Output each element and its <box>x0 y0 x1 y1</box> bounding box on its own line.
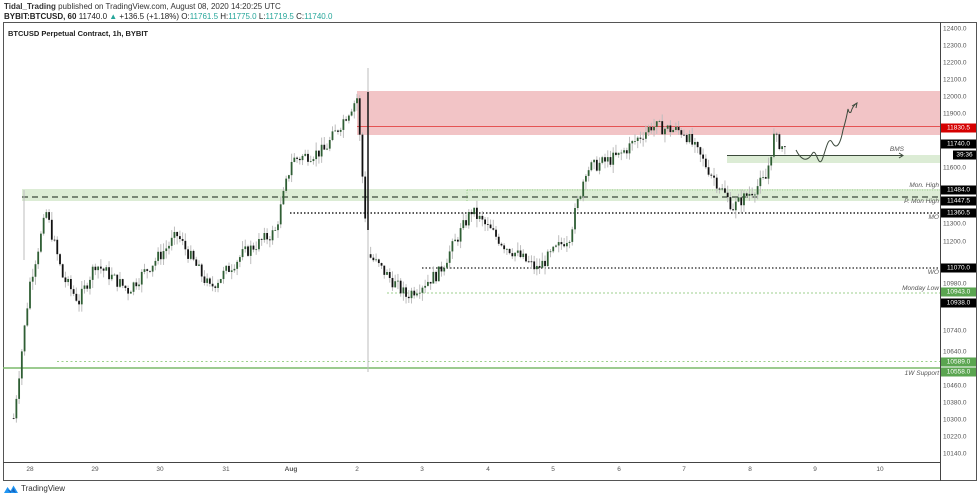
symbol-info: BYBIT:BTCUSD, 60 11740.0 ▲ +136.5 (+1.18… <box>4 12 332 21</box>
countdown-tag: 39:36 <box>953 150 976 160</box>
x-tick: 31 <box>222 466 230 473</box>
weekly-open-tag: 11070.0 <box>941 263 976 273</box>
y-tick: 10140.0 <box>943 450 967 458</box>
close-label: C: <box>296 12 305 21</box>
time-axis-border <box>3 462 940 463</box>
x-tick: 9 <box>813 466 817 473</box>
x-tick: 7 <box>682 466 686 473</box>
y-tick: 11300.0 <box>943 220 967 228</box>
y-tick: 12400.0 <box>943 25 967 33</box>
chart-frame[interactable] <box>3 22 977 481</box>
x-tick: 2 <box>355 466 359 473</box>
high-value: 11775.0 <box>228 12 257 21</box>
low-label: L: <box>258 12 266 21</box>
y-tick: 11200.0 <box>943 238 967 246</box>
support-10589-tag: 10589.0 <box>941 357 976 367</box>
x-tick: 28 <box>26 466 34 473</box>
x-tick: Aug <box>284 466 298 473</box>
weekly-support-tag: 10558.0 <box>941 367 976 377</box>
y-tick: 11900.0 <box>943 110 967 118</box>
author-name[interactable]: Tidal_Trading <box>4 2 56 11</box>
x-tick: 8 <box>748 466 752 473</box>
mon-high-label: Mon. High <box>909 182 939 189</box>
tradingview-logo-icon <box>4 485 18 493</box>
y-tick: 12300.0 <box>943 42 967 50</box>
projection-path <box>795 102 858 163</box>
chart-title: BTCUSD Perpetual Contract, 1h, BYBIT <box>8 29 149 38</box>
open-value: 11761.5 <box>189 12 219 21</box>
publish-text: published on TradingView.com, August 08,… <box>58 2 281 11</box>
x-tick: 10 <box>876 466 884 473</box>
x-tick: 29 <box>91 466 99 473</box>
publish-info: Tidal_Trading published on TradingView.c… <box>4 2 281 11</box>
brand-text: TradingView <box>21 484 66 493</box>
monday-low-tag: 10943.0 <box>941 287 976 297</box>
bms-zone <box>727 155 940 163</box>
y-tick: 10740.0 <box>943 327 967 335</box>
supply-price-tag: 11830.5 <box>941 123 976 133</box>
prev-mon-high-label: P. Mon High <box>904 198 939 205</box>
y-tick: 10460.0 <box>943 382 967 390</box>
low-tag: 10938.0 <box>941 298 976 308</box>
open-label: O: <box>181 12 190 21</box>
weekly-open-label: WO <box>927 269 939 276</box>
y-tick: 12100.0 <box>943 76 967 84</box>
candles <box>12 93 786 423</box>
monthly-open-tag: 11360.5 <box>941 208 976 218</box>
x-tick: 6 <box>617 466 621 473</box>
x-tick: 30 <box>156 466 164 473</box>
monthly-open-label: MO <box>928 214 939 221</box>
up-arrow-icon: ▲ <box>109 12 118 21</box>
x-tick: 4 <box>486 466 490 473</box>
price-change: +136.5 (+1.18%) <box>119 12 180 21</box>
symbol: BYBIT:BTCUSD, 60 <box>4 12 77 21</box>
bms-arrow-icon <box>898 152 904 159</box>
last-price-tag: 11740.0 <box>941 139 976 149</box>
y-tick: 10300.0 <box>943 416 967 424</box>
y-tick: 10640.0 <box>943 348 967 356</box>
close-value: 11740.0 <box>304 12 333 21</box>
last-price: 11740.0 <box>78 12 108 21</box>
projection-arrow-icon <box>851 101 858 109</box>
price-axis-border <box>940 22 941 481</box>
y-tick: 10220.0 <box>943 433 967 441</box>
low-value: 11719.5 <box>265 12 294 21</box>
bms-label: BMS <box>889 146 904 153</box>
y-tick: 10380.0 <box>943 399 967 407</box>
prev-mon-high-tag: 11447.5 <box>941 196 976 206</box>
mon-high-tag: 11484.0 <box>941 185 976 195</box>
x-tick: 5 <box>551 466 555 473</box>
high-label: H: <box>220 12 229 21</box>
y-tick: 10980.0 <box>943 280 967 288</box>
weekly-support-label: 1W Support <box>904 370 939 377</box>
footer-brand[interactable]: TradingView <box>4 484 65 493</box>
y-tick: 11600.0 <box>943 164 967 172</box>
x-tick: 3 <box>420 466 424 473</box>
demand-zone <box>22 189 940 201</box>
y-tick: 12200.0 <box>943 59 967 67</box>
y-tick: 12000.0 <box>943 93 967 101</box>
monday-low-label: Monday Low <box>902 285 939 292</box>
